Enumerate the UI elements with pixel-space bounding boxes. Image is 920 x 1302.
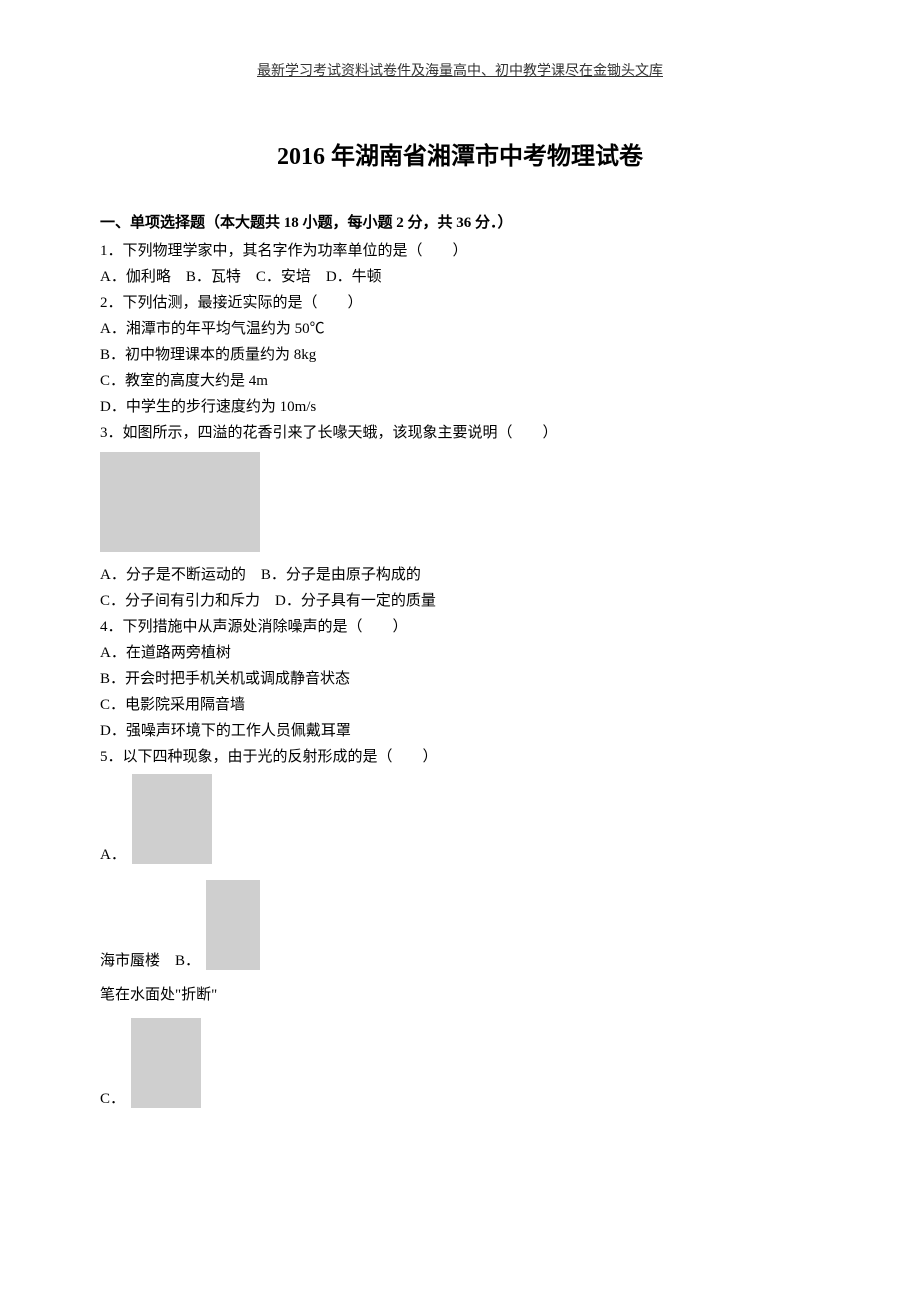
q5-option-c-label: C． [100,1087,125,1108]
q4-option-d: D．强噪声环境下的工作人员佩戴耳罩 [100,718,820,744]
q2-option-d: D．中学生的步行速度约为 10m/s [100,394,820,420]
q5-option-a-row: A． [100,774,820,864]
q4-stem: 4．下列措施中从声源处消除噪声的是（ ） [100,614,820,640]
q2-stem: 2．下列估测，最接近实际的是（ ） [100,290,820,316]
q3-options-line2: C．分子间有引力和斥力 D．分子具有一定的质量 [100,588,820,614]
q2-option-c: C．教室的高度大约是 4m [100,368,820,394]
q3-figure [100,452,820,552]
q4-option-b: B．开会时把手机关机或调成静音状态 [100,666,820,692]
q5-option-c-image [131,1018,201,1108]
q2-option-a: A．湘潭市的年平均气温约为 50℃ [100,316,820,342]
exam-title: 2016 年湖南省湘潭市中考物理试卷 [100,136,820,171]
q5-option-c-row: C． [100,1018,820,1108]
q5-option-a-image [132,774,212,864]
document-page: 最新学习考试资料试卷件及海量高中、初中教学课尽在金锄头文库 2016 年湖南省湘… [0,0,920,1302]
q3-stem: 3．如图所示，四溢的花香引来了长喙天蛾，该现象主要说明（ ） [100,420,820,446]
q5-option-b-image [206,880,260,970]
section-1-heading: 一、单项选择题（本大题共 18 小题，每小题 2 分，共 36 分．） [100,211,820,232]
page-header: 最新学习考试资料试卷件及海量高中、初中教学课尽在金锄头文库 [100,60,820,80]
q3-image [100,452,260,552]
q5-option-a-caption-and-b-label: 海市蜃楼 B． [100,949,200,970]
q5-option-b-caption: 笔在水面处"折断" [100,982,820,1008]
q5-stem: 5．以下四种现象，由于光的反射形成的是（ ） [100,744,820,770]
q4-option-a: A．在道路两旁植树 [100,640,820,666]
q5-option-b-row: 海市蜃楼 B． [100,880,820,970]
q4-option-c: C．电影院采用隔音墙 [100,692,820,718]
q5-option-a-label: A． [100,843,126,864]
q2-option-b: B．初中物理课本的质量约为 8kg [100,342,820,368]
q1-stem: 1．下列物理学家中，其名字作为功率单位的是（ ） [100,238,820,264]
q3-options-line1: A．分子是不断运动的 B．分子是由原子构成的 [100,562,820,588]
q1-options: A．伽利略 B．瓦特 C．安培 D．牛顿 [100,264,820,290]
